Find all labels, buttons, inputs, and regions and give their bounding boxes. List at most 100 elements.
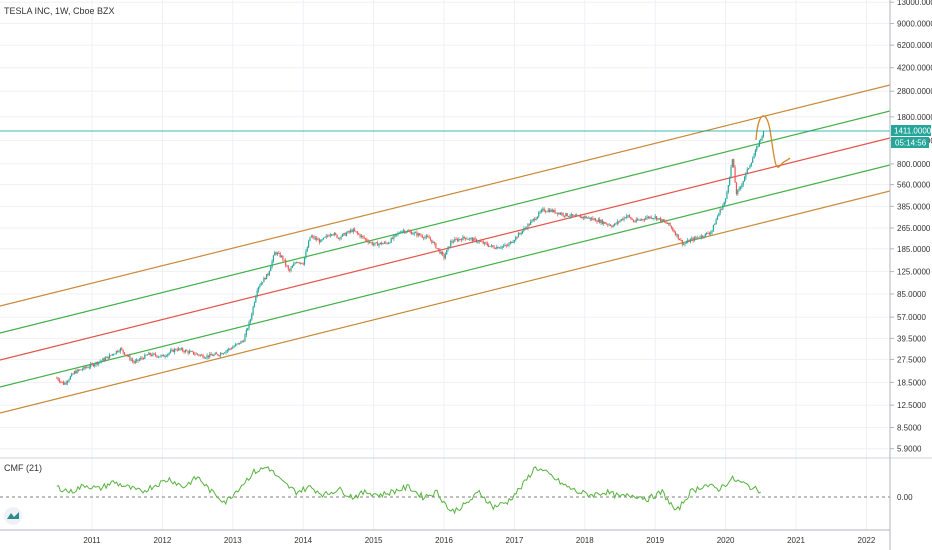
candle-body xyxy=(718,213,720,217)
candle-body xyxy=(729,177,731,186)
candle-body xyxy=(251,314,253,320)
candle-body xyxy=(558,212,560,215)
candle-body xyxy=(270,266,272,272)
channel-line xyxy=(0,110,891,334)
candle-body xyxy=(73,371,75,374)
candle-body xyxy=(666,223,668,224)
price-tick-label: 9000.0000 xyxy=(897,20,932,29)
candle-body xyxy=(711,230,713,233)
candle-body xyxy=(582,216,585,218)
candle-body xyxy=(248,321,250,329)
candle-body xyxy=(532,218,534,221)
candle-body xyxy=(305,251,307,258)
candle-body xyxy=(272,255,275,262)
candle-body xyxy=(146,354,149,356)
candle-body xyxy=(178,348,180,351)
candle-body xyxy=(646,216,648,219)
candle-body xyxy=(56,377,58,379)
price-panel[interactable] xyxy=(0,84,891,414)
candle-body xyxy=(113,354,115,355)
candle-body xyxy=(370,242,372,244)
candle-body xyxy=(735,182,738,194)
candle-body xyxy=(118,351,120,353)
candle-body xyxy=(748,168,750,170)
candle-body xyxy=(477,241,479,243)
candle-body xyxy=(278,252,280,254)
candle-body xyxy=(234,344,237,347)
candle-body xyxy=(631,219,633,220)
candle-body xyxy=(133,361,135,363)
candle-body xyxy=(92,364,94,366)
candle-body xyxy=(757,146,759,147)
time-axis[interactable]: 2011 2012 2013 2014 2015 2016 2017 2018 2019 2020… xyxy=(83,536,875,545)
candle-body xyxy=(205,357,207,359)
candle-body xyxy=(209,353,211,357)
candle-body xyxy=(228,348,230,351)
candle-body xyxy=(336,234,338,238)
candle-body xyxy=(306,247,308,252)
candle-body xyxy=(232,347,234,349)
candle-body xyxy=(733,159,735,168)
candle-body xyxy=(443,254,445,259)
candle-body xyxy=(366,239,368,242)
candle-body xyxy=(706,232,708,234)
candle-body xyxy=(109,354,111,359)
candle-body xyxy=(349,230,352,232)
candle-body xyxy=(536,216,539,219)
candle-body xyxy=(657,218,659,220)
candle-body xyxy=(634,221,636,223)
candle-body xyxy=(551,209,553,212)
price-tag: 1411.0000 xyxy=(891,125,932,136)
price-tick-label: 6200.0000 xyxy=(897,41,932,50)
price-tick-label: 560.0000 xyxy=(897,181,931,190)
candle-body xyxy=(274,252,276,256)
candle-body xyxy=(699,237,701,239)
candle-body xyxy=(175,349,177,350)
candle-body xyxy=(308,240,310,248)
time-tick-label: 2022 xyxy=(858,536,876,545)
candle-body xyxy=(160,355,162,357)
candle-body xyxy=(224,352,226,354)
tradingview-logo-icon[interactable] xyxy=(4,507,22,525)
candle-body xyxy=(604,222,606,224)
candle-body xyxy=(569,216,571,218)
candle-body xyxy=(509,241,511,244)
candle-body xyxy=(130,359,132,361)
candle-body xyxy=(264,277,266,280)
candle-body xyxy=(114,353,116,355)
candle-body xyxy=(255,296,257,303)
candle-body xyxy=(260,283,262,286)
candle-body xyxy=(581,216,583,219)
candle-body xyxy=(214,353,216,355)
candle-body xyxy=(215,353,218,355)
candle-body xyxy=(741,184,743,188)
price-tick-label: 13000.0000 xyxy=(897,0,932,7)
candle-body xyxy=(425,236,427,238)
candle-body xyxy=(662,219,664,222)
candle-body xyxy=(473,238,475,241)
candle-body xyxy=(608,224,610,226)
candle-body xyxy=(145,354,147,356)
cmf-panel[interactable]: CMF (21) xyxy=(0,463,890,515)
candle-body xyxy=(626,215,628,218)
candle-body xyxy=(431,239,433,243)
candle-body xyxy=(670,225,673,228)
candle-body xyxy=(750,162,752,166)
candle-body xyxy=(494,248,497,250)
candle-body xyxy=(233,346,235,348)
candle-body xyxy=(167,353,169,356)
candle-body xyxy=(64,382,66,385)
candle-body xyxy=(497,246,499,249)
candle-body xyxy=(134,361,136,363)
candle-body xyxy=(240,341,242,344)
price-axis[interactable]: 13000.0000 9000.0000 6200.0000 4200.0000 280… xyxy=(890,0,932,454)
candle-body xyxy=(678,238,681,240)
candle-body xyxy=(528,224,530,226)
countdown-tag-label: 05:14:56 xyxy=(895,139,927,148)
candle-body xyxy=(624,217,627,219)
candle-body xyxy=(677,234,679,239)
candle-body xyxy=(385,242,387,244)
candle-body xyxy=(578,215,580,217)
price-tick-label: 1800.0000 xyxy=(897,113,932,122)
